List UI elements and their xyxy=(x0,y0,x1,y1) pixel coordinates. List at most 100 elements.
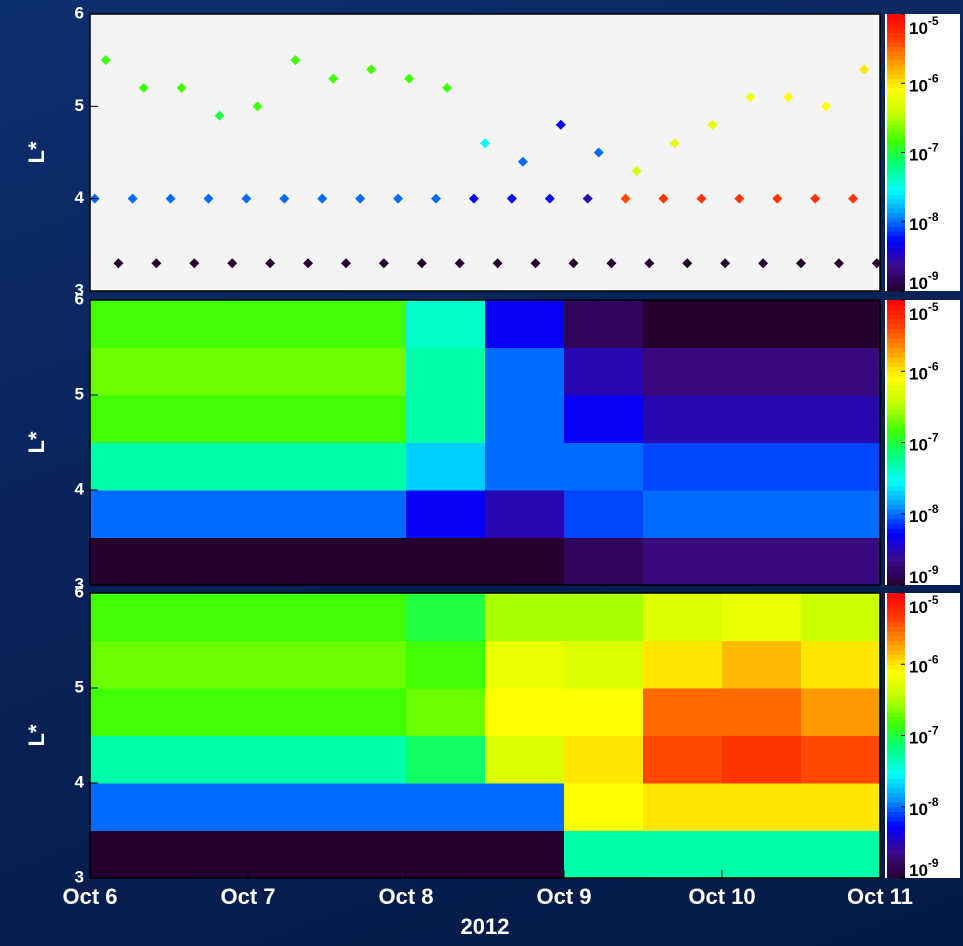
heatmap-cell xyxy=(406,640,486,689)
colorbar-segment xyxy=(887,235,905,241)
heatmap-cell xyxy=(801,395,881,443)
colorbar-tick-base: 10 xyxy=(909,215,928,234)
data-point xyxy=(707,119,718,130)
colorbar-segment xyxy=(887,357,905,363)
data-point xyxy=(454,258,465,269)
data-point xyxy=(279,193,290,204)
colorbar-segment xyxy=(887,69,905,75)
colorbar-segment xyxy=(887,64,905,70)
colorbar-segment xyxy=(887,778,905,784)
colorbar-segment xyxy=(887,50,905,57)
heatmap-cell xyxy=(169,735,249,784)
heatmap-cell xyxy=(564,640,644,689)
colorbar-segment xyxy=(887,697,905,703)
heatmap-cell xyxy=(722,688,802,736)
heatmap-cell xyxy=(248,347,328,396)
colorbar-segment xyxy=(887,616,905,622)
colorbar-segment xyxy=(887,523,905,529)
heatmap-cell xyxy=(643,735,723,784)
heatmap-cell xyxy=(564,300,644,348)
colorbar-segment xyxy=(887,409,905,415)
colorbar-segment xyxy=(887,106,905,112)
data-point xyxy=(582,193,593,204)
colorbar-segment xyxy=(887,730,905,736)
heatmap-cell xyxy=(485,395,565,443)
colorbar-segment xyxy=(887,32,905,38)
heatmap-cell xyxy=(643,640,723,689)
heatmap-cell xyxy=(643,442,723,491)
heatmap-cell xyxy=(327,783,407,831)
colorbar-segment xyxy=(887,678,905,684)
data-point xyxy=(328,73,339,84)
heatmap-cell xyxy=(169,593,249,641)
colorbar-segment xyxy=(887,97,905,103)
colorbar-segment xyxy=(887,754,905,760)
colorbar-segment xyxy=(887,124,905,130)
data-point xyxy=(176,82,187,93)
data-point xyxy=(317,193,328,204)
colorbar-segment xyxy=(887,621,905,627)
colorbar-segment xyxy=(887,46,905,52)
colorbar-segment xyxy=(887,504,905,510)
plot-frame xyxy=(89,592,881,879)
colorbar-segment xyxy=(887,157,905,163)
colorbar-segment xyxy=(887,707,905,713)
heatmap-cell xyxy=(90,640,170,689)
colorbar-segment xyxy=(887,849,905,855)
colorbar-segment xyxy=(887,249,905,255)
y-tick-label: 4 xyxy=(75,772,85,791)
data-point xyxy=(480,138,490,149)
colorbar-segment xyxy=(887,203,905,209)
colorbar-segment xyxy=(887,323,905,329)
colorbar-segment xyxy=(887,721,905,727)
colorbar-segment xyxy=(887,692,905,698)
heatmap-cell xyxy=(801,442,881,491)
colorbar-segment xyxy=(887,485,905,491)
colorbar-segment xyxy=(887,277,905,283)
heatmap-cell xyxy=(643,593,723,641)
heatmap-cell xyxy=(564,830,644,879)
colorbar-segment xyxy=(887,267,905,274)
colorbar-segment xyxy=(887,74,905,80)
colorbar-segment xyxy=(887,161,905,167)
data-point xyxy=(151,258,162,269)
data-point xyxy=(783,92,794,103)
plot-area xyxy=(90,14,880,291)
colorbar-segment xyxy=(887,821,905,827)
colorbar-segment xyxy=(887,217,905,223)
colorbar-segment xyxy=(887,597,905,603)
colorbar-segment xyxy=(887,254,905,260)
x-tick-label: Oct 6 xyxy=(62,884,117,909)
colorbar-segment xyxy=(887,194,905,200)
heatmap-cell xyxy=(406,688,486,736)
heatmap-cell xyxy=(722,347,802,396)
colorbar-segment xyxy=(887,380,905,386)
heatmap-cell xyxy=(485,442,565,491)
x-axis-label: 2012 xyxy=(461,914,510,939)
colorbar-segment xyxy=(887,92,905,98)
heatmap-cell xyxy=(564,688,644,736)
colorbar-segment xyxy=(887,570,905,576)
colorbar-segment xyxy=(887,499,905,505)
heatmap-cell xyxy=(90,688,170,736)
colorbar-tick-label: 10-8 xyxy=(909,210,939,234)
heatmap-cell xyxy=(485,490,565,538)
colorbar-segment xyxy=(887,612,905,618)
data-point xyxy=(517,156,528,167)
colorbar-segment xyxy=(887,726,905,732)
colorbar-segment xyxy=(887,561,905,567)
heatmap-cell xyxy=(564,537,644,586)
colorbar-segment xyxy=(887,797,905,803)
data-point xyxy=(468,193,479,204)
data-point xyxy=(189,258,200,269)
data-point xyxy=(772,193,783,204)
heatmap-cell xyxy=(248,830,328,879)
colorbar-segment xyxy=(887,452,905,458)
colorbar-segment xyxy=(887,37,905,43)
colorbar-segment xyxy=(887,735,905,741)
colorbar-segment xyxy=(887,399,905,405)
colorbar-tick-exponent: -6 xyxy=(928,652,939,666)
colorbar-tick-base: 10 xyxy=(909,507,928,526)
heatmap-cell xyxy=(485,688,565,736)
